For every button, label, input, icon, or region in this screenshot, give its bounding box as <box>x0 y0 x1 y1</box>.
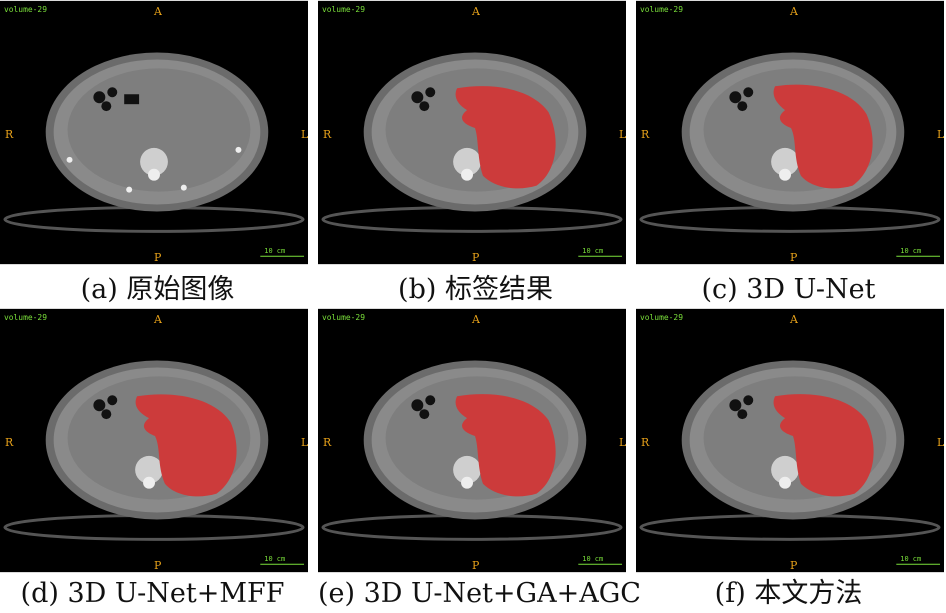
anterior-marker: A <box>153 313 162 326</box>
posterior-marker: P <box>472 251 479 264</box>
right-marker: R <box>5 128 14 141</box>
volume-label: volume-29 <box>4 313 47 322</box>
caption-3d-unet-ga-agc: (e) 3D U-Net+GA+AGC <box>318 578 641 609</box>
segmentation-mask <box>455 86 556 189</box>
scale-label: 10 cm <box>264 247 285 255</box>
posterior-marker: P <box>472 559 479 572</box>
volume-label: volume-29 <box>640 313 683 322</box>
anterior-marker: A <box>471 313 480 326</box>
left-marker: L <box>937 128 944 141</box>
ct-slice-image: volume-29 A R L P 10 cm <box>318 0 626 264</box>
scale-label: 10 cm <box>900 247 921 255</box>
caption-proposed-method: (f) 本文方法 <box>714 578 863 609</box>
posterior-marker: P <box>154 559 161 572</box>
segmentation-mask <box>773 394 874 497</box>
ct-slice-image: volume-29 A R L P 10 cm <box>0 308 308 572</box>
ct-panel-proposed-method: volume-29 A R L P 10 cm <box>636 308 944 573</box>
ct-panel-original: volume-29 A R L P 10 cm <box>0 0 308 265</box>
scale-label: 10 cm <box>900 555 921 563</box>
posterior-marker: P <box>790 559 797 572</box>
ct-slice-image: volume-29 A R L P 10 cm <box>636 0 944 264</box>
scale-label: 10 cm <box>264 555 285 563</box>
ct-panel-3d-unet-ga-agc: volume-29 A R L P 10 cm <box>318 308 626 573</box>
posterior-marker: P <box>790 251 797 264</box>
right-marker: R <box>323 128 332 141</box>
left-marker: L <box>301 436 308 449</box>
ct-panel-3d-unet: volume-29 A R L P 10 cm <box>636 0 944 265</box>
ct-slice-image: volume-29 A R L P 10 cm <box>636 308 944 572</box>
right-marker: R <box>641 436 650 449</box>
anterior-marker: A <box>789 5 798 18</box>
left-marker: L <box>619 436 626 449</box>
ct-slice-image: volume-29 A R L P 10 cm <box>318 308 626 572</box>
right-marker: R <box>641 128 650 141</box>
volume-label: volume-29 <box>4 5 47 14</box>
ct-panel-3d-unet-mff: volume-29 A R L P 10 cm <box>0 308 308 573</box>
left-marker: L <box>619 128 626 141</box>
caption-ground-truth: (b) 标签结果 <box>398 274 553 305</box>
left-marker: L <box>301 128 308 141</box>
segmentation-mask <box>455 394 556 497</box>
right-marker: R <box>323 436 332 449</box>
scale-label: 10 cm <box>582 247 603 255</box>
scale-label: 10 cm <box>582 555 603 563</box>
caption-3d-unet: (c) 3D U-Net <box>701 274 876 305</box>
anterior-marker: A <box>789 313 798 326</box>
volume-label: volume-29 <box>322 5 365 14</box>
right-marker: R <box>5 436 14 449</box>
anterior-marker: A <box>153 5 162 18</box>
volume-label: volume-29 <box>322 313 365 322</box>
caption-original-image: (a) 原始图像 <box>80 274 235 305</box>
segmentation-mask <box>773 84 873 189</box>
caption-3d-unet-mff: (d) 3D U-Net+MFF <box>20 578 285 609</box>
ct-slice-image: volume-29 A R L P 10 cm <box>0 0 308 264</box>
volume-label: volume-29 <box>640 5 683 14</box>
posterior-marker: P <box>154 251 161 264</box>
anterior-marker: A <box>471 5 480 18</box>
ct-panel-ground-truth: volume-29 A R L P 10 cm <box>318 0 626 265</box>
left-marker: L <box>937 436 944 449</box>
segmentation-mask <box>135 394 237 497</box>
